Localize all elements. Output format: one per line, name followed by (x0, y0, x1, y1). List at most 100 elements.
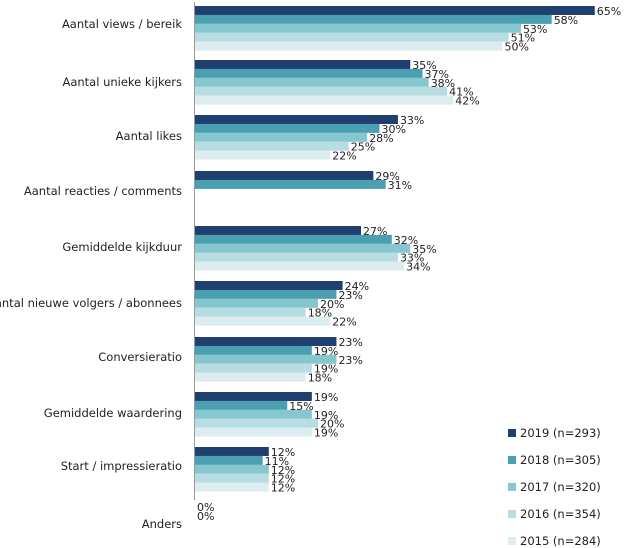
value-label-conversieratio-series-3: 19% (314, 363, 338, 376)
legend-swatch-2 (508, 483, 516, 491)
bar-aantal-likes-series-2 (195, 132, 368, 142)
value-label-aantal-nieuwe-volgers-abonnees-series-2: 20% (320, 298, 344, 311)
category-label-aantal-unieke-kijkers: Aantal unieke kijkers (62, 75, 182, 89)
value-label-aantal-likes-series-2: 28% (369, 132, 393, 145)
bar-aantal-reacties-comments-series-1 (195, 179, 386, 189)
bar-conversieratio-series-1 (195, 345, 312, 355)
value-label-start-impressieratio-series-0: 12% (271, 446, 295, 459)
value-label-start-impressieratio-series-4: 12% (271, 482, 295, 495)
bar-gemiddelde-waardering-series-1 (195, 400, 288, 410)
value-label-start-impressieratio-series-2: 12% (271, 464, 295, 477)
value-label-gemiddelde-waardering-series-4: 19% (314, 427, 338, 440)
bar-aantal-unieke-kijkers-series-2 (195, 77, 429, 87)
bar-aantal-reacties-comments-series-0 (195, 171, 374, 180)
value-label-conversieratio-series-2: 23% (338, 354, 362, 367)
bar-aantal-unieke-kijkers-series-4 (195, 95, 454, 105)
bar-start-impressieratio-series-1 (195, 455, 263, 465)
value-label-aantal-unieke-kijkers-series-1: 37% (425, 68, 449, 81)
legend-swatch-3 (508, 510, 516, 518)
value-label-aantal-views-bereik-series-3: 51% (511, 32, 535, 45)
value-label-aantal-nieuwe-volgers-abonnees-series-1: 23% (338, 289, 362, 302)
category-label-start-impressieratio: Start / impressieratio (61, 459, 182, 473)
value-label-gemiddelde-waardering-series-3: 20% (320, 418, 344, 431)
value-label-start-impressieratio-series-1: 11% (265, 455, 289, 468)
value-label-gemiddelde-waardering-series-1: 15% (289, 400, 313, 413)
value-label-gemiddelde-kijkduur-series-2: 35% (412, 243, 436, 256)
value-label-gemiddelde-kijkduur-series-3: 33% (400, 252, 424, 265)
value-label-aantal-nieuwe-volgers-abonnees-series-3: 18% (308, 307, 332, 320)
value-label-anders-series-1: 0% (197, 510, 214, 523)
category-label-aantal-nieuwe-volgers-abonnees: Aantal nieuwe volgers / abonnees (0, 296, 182, 310)
value-label-gemiddelde-waardering-series-2: 19% (314, 409, 338, 422)
value-label-aantal-nieuwe-volgers-abonnees-series-4: 22% (332, 316, 356, 329)
value-label-conversieratio-series-1: 19% (314, 345, 338, 358)
bar-conversieratio-series-0 (195, 337, 337, 346)
category-label-gemiddelde-waardering: Gemiddelde waardering (44, 406, 182, 420)
value-label-aantal-views-bereik-series-0: 65% (597, 5, 621, 18)
bar-aantal-likes-series-1 (195, 123, 380, 133)
bar-gemiddelde-waardering-series-4 (195, 427, 312, 437)
legend-swatch-1 (508, 456, 516, 464)
bar-gemiddelde-kijkduur-series-4 (195, 261, 405, 271)
value-label-aantal-likes-series-4: 22% (332, 150, 356, 163)
value-label-aantal-likes-series-0: 33% (400, 114, 424, 127)
value-label-aantal-unieke-kijkers-series-4: 42% (455, 95, 479, 108)
bar-aantal-views-bereik-series-4 (195, 41, 503, 51)
bar-aantal-likes-series-3 (195, 141, 349, 151)
category-label-aantal-likes: Aantal likes (116, 129, 182, 143)
category-label-aantal-views-bereik: Aantal views / bereik (62, 17, 182, 31)
bar-aantal-unieke-kijkers-series-1 (195, 68, 423, 78)
bar-gemiddelde-kijkduur-series-0 (195, 226, 362, 235)
bar-aantal-views-bereik-series-1 (195, 14, 552, 24)
value-label-gemiddelde-kijkduur-series-4: 34% (406, 261, 430, 274)
bar-aantal-views-bereik-series-3 (195, 32, 509, 42)
category-labels-layer: Aantal views / bereik Aantal unieke kijke… (0, 17, 182, 531)
bar-aantal-nieuwe-volgers-abonnees-series-2 (195, 298, 318, 308)
value-label-conversieratio-series-0: 23% (338, 336, 362, 349)
value-label-anders-series-0: 0% (197, 501, 214, 514)
value-labels-layer: 65%58%53%51%50%35%37%38%41%42%33%30%28%2… (197, 5, 621, 523)
category-label-conversieratio: Conversieratio (98, 350, 182, 364)
bar-start-impressieratio-series-2 (195, 464, 269, 474)
legend-swatch-4 (508, 537, 516, 545)
value-label-aantal-unieke-kijkers-series-0: 35% (412, 59, 436, 72)
value-label-aantal-views-bereik-series-2: 53% (523, 23, 547, 36)
category-label-gemiddelde-kijkduur: Gemiddelde kijkduur (62, 240, 182, 254)
value-label-gemiddelde-kijkduur-series-1: 32% (394, 234, 418, 247)
legend-swatch-0 (508, 429, 516, 437)
bar-aantal-likes-series-0 (195, 115, 398, 124)
value-label-start-impressieratio-series-3: 12% (271, 473, 295, 486)
bars-layer (195, 6, 595, 492)
bar-gemiddelde-waardering-series-0 (195, 392, 312, 401)
legend: 2019 (n=293) 2018 (n=305) 2017 (n=320) 2016… (508, 426, 601, 548)
category-label-aantal-reacties-comments: Aantal reacties / comments (24, 184, 182, 198)
value-label-aantal-likes-series-3: 25% (351, 141, 375, 154)
value-label-aantal-nieuwe-volgers-abonnees-series-0: 24% (345, 280, 369, 293)
bar-gemiddelde-kijkduur-series-2 (195, 243, 411, 253)
bar-aantal-nieuwe-volgers-abonnees-series-3 (195, 307, 306, 317)
value-label-aantal-unieke-kijkers-series-2: 38% (431, 77, 455, 90)
legend-label-0: 2019 (n=293) (520, 426, 601, 440)
bar-gemiddelde-kijkduur-series-3 (195, 252, 398, 262)
bar-aantal-nieuwe-volgers-abonnees-series-1 (195, 289, 337, 299)
bar-aantal-nieuwe-volgers-abonnees-series-4 (195, 316, 331, 326)
bar-aantal-views-bereik-series-2 (195, 23, 521, 33)
bar-start-impressieratio-series-3 (195, 473, 269, 483)
bar-gemiddelde-waardering-series-3 (195, 418, 318, 428)
bar-start-impressieratio-series-0 (195, 447, 269, 456)
bar-gemiddelde-kijkduur-series-1 (195, 234, 392, 244)
legend-label-2: 2017 (n=320) (520, 480, 601, 494)
value-label-aantal-reacties-comments-series-0: 29% (375, 170, 399, 183)
value-label-aantal-likes-series-1: 30% (382, 123, 406, 136)
value-label-aantal-views-bereik-series-4: 50% (505, 41, 529, 54)
value-label-aantal-views-bereik-series-1: 58% (554, 14, 578, 27)
bar-aantal-likes-series-4 (195, 150, 331, 160)
bar-aantal-nieuwe-volgers-abonnees-series-0 (195, 281, 343, 290)
legend-label-3: 2016 (n=354) (520, 507, 601, 521)
bar-start-impressieratio-series-4 (195, 482, 269, 492)
legend-label-4: 2015 (n=284) (520, 534, 601, 548)
value-label-gemiddelde-waardering-series-0: 19% (314, 391, 338, 404)
bar-aantal-unieke-kijkers-series-3 (195, 86, 448, 96)
bar-aantal-views-bereik-series-0 (195, 6, 595, 15)
